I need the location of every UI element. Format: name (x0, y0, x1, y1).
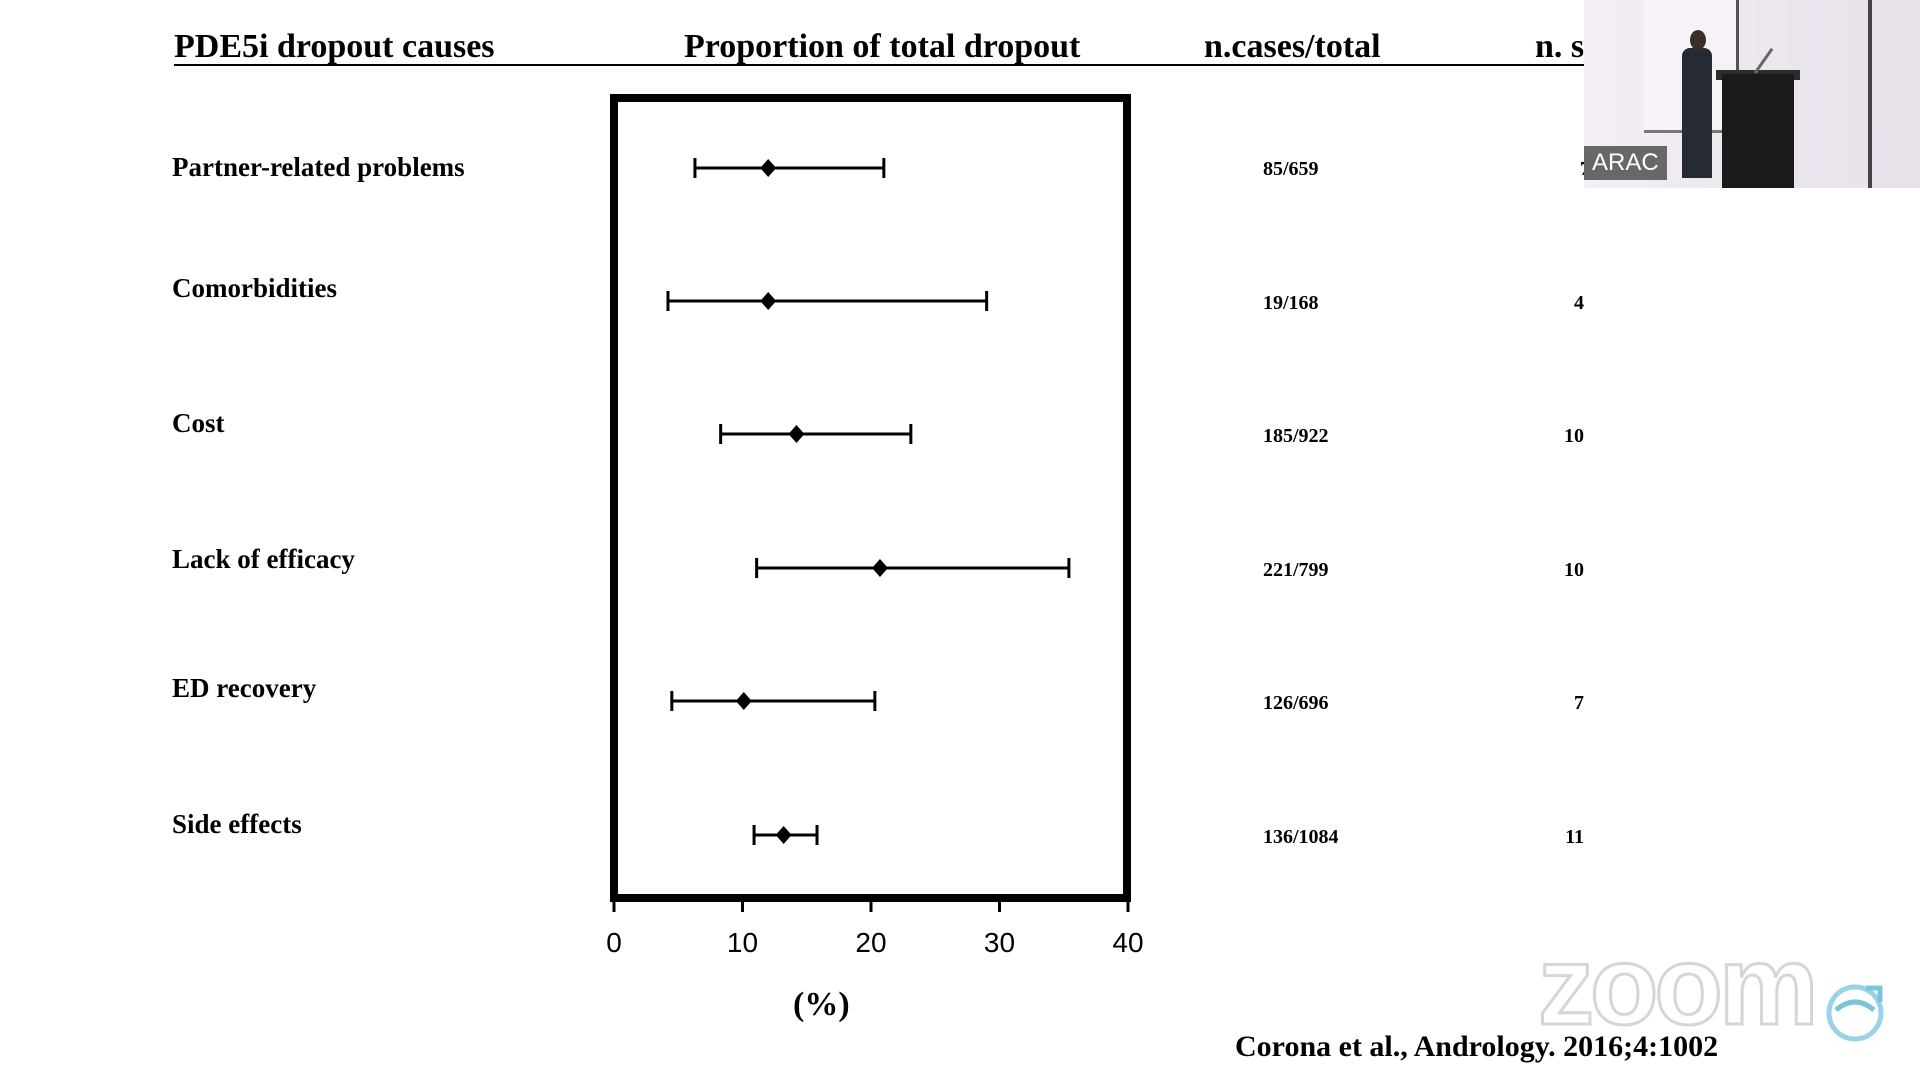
header-studies: n. s (1535, 28, 1585, 65)
n-studies-cell: 4 (1574, 292, 1584, 314)
cause-label: ED recovery (172, 673, 317, 703)
podium (1722, 74, 1794, 188)
point-estimate-diamond (760, 159, 777, 177)
x-tick-label: 20 (855, 927, 886, 958)
speaker-figure (1682, 48, 1712, 178)
cases-total-cell: 85/659 (1263, 158, 1319, 180)
x-tick-label: 10 (727, 927, 758, 958)
zoom-watermark: zoom (1536, 923, 1819, 1048)
speaker-head (1690, 30, 1706, 50)
x-tick-label: 30 (984, 927, 1015, 958)
cause-label: Lack of efficacy (172, 544, 355, 574)
x-tick-label: 40 (1112, 927, 1143, 958)
point-estimate-diamond (788, 425, 805, 443)
cases-total-cell: 126/696 (1263, 692, 1329, 714)
header-proportion: Proportion of total dropout (684, 28, 1081, 65)
cause-label: Side effects (172, 809, 302, 839)
n-studies-cell: 10 (1564, 559, 1584, 581)
cases-total-cell: 221/799 (1263, 559, 1329, 581)
plot-frame (610, 94, 1131, 902)
citation: Corona et al., Andrology. 2016;4:1002 (1235, 1030, 1719, 1063)
point-estimate-diamond (760, 292, 777, 310)
cause-label: Comorbidities (172, 273, 337, 303)
participant-name-tag: ARAC (1584, 146, 1667, 180)
n-studies-cell: 10 (1564, 425, 1584, 447)
point-estimate-diamond (735, 692, 752, 710)
cases-total-cell: 185/922 (1263, 425, 1329, 447)
x-tick-label: 0 (606, 927, 622, 958)
header-causes: PDE5i dropout causes (174, 28, 495, 65)
cases-total-cell: 19/168 (1263, 292, 1319, 314)
header-cases: n.cases/total (1204, 28, 1381, 65)
x-axis-label: (%) (793, 986, 850, 1023)
n-studies-cell: 11 (1565, 826, 1584, 848)
speaker-video-thumbnail[interactable]: ARAC (1584, 0, 1920, 188)
cases-total-cell: 136/1084 (1263, 826, 1339, 848)
point-estimate-diamond (871, 559, 888, 577)
point-estimate-diamond (775, 826, 792, 844)
cause-label: Partner-related problems (172, 152, 465, 182)
cause-label: Cost (172, 408, 225, 438)
projector-screen-edge (1868, 0, 1872, 188)
society-logo-icon (1826, 984, 1884, 1042)
header-underline (174, 64, 1584, 66)
n-studies-cell: 7 (1574, 692, 1584, 714)
